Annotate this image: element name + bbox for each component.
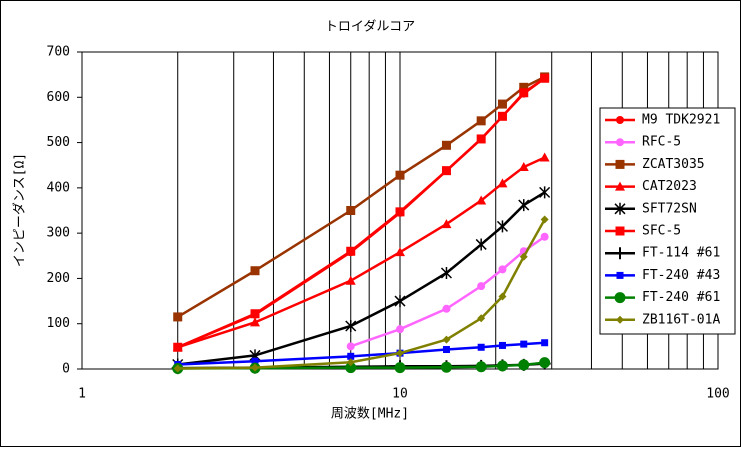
- point: [173, 364, 182, 373]
- y-tick-label: 100: [47, 316, 70, 331]
- x-axis-label: 周波数[MHz]: [331, 407, 409, 422]
- point: [394, 362, 406, 374]
- point: [496, 360, 508, 372]
- y-tick-label: 200: [47, 271, 70, 286]
- legend-marker: [616, 116, 624, 124]
- point: [394, 295, 406, 308]
- point: [250, 266, 260, 276]
- point: [346, 206, 356, 215]
- point: [441, 140, 451, 150]
- point: [540, 232, 549, 241]
- point: [496, 220, 508, 233]
- point: [520, 340, 528, 348]
- point: [540, 215, 549, 224]
- point: [441, 166, 451, 176]
- legend-marker: [616, 315, 624, 324]
- point: [251, 357, 259, 365]
- point: [395, 170, 405, 180]
- point: [497, 178, 508, 188]
- point: [347, 352, 355, 360]
- legend-marker: [614, 247, 626, 260]
- point: [440, 266, 452, 279]
- legend-label: RFC-5: [642, 135, 681, 150]
- point: [477, 282, 486, 291]
- legend-label: FT-240 #43: [642, 268, 720, 283]
- legend-label: ZB116T-01A: [642, 312, 720, 327]
- legend-marker: [614, 202, 626, 215]
- point: [395, 207, 405, 217]
- point: [345, 362, 357, 374]
- legend-label: SFT72SN: [642, 201, 697, 216]
- point: [345, 275, 356, 285]
- point: [475, 361, 487, 373]
- point: [250, 317, 261, 327]
- legend-label: M9 TDK2921: [642, 113, 720, 128]
- legend-marker: [615, 226, 625, 236]
- point: [476, 134, 486, 144]
- y-tick-label: 600: [47, 90, 70, 105]
- legend-marker: [615, 181, 625, 191]
- legend-label: FT-240 #61: [642, 290, 720, 305]
- legend-label: ZCAT3035: [642, 157, 705, 172]
- legend-label: CAT2023: [642, 179, 697, 194]
- legend-label: SFC-5: [642, 224, 681, 239]
- point: [477, 314, 486, 323]
- point: [498, 265, 507, 274]
- legend-label: FT-114 #61: [642, 246, 720, 261]
- point: [442, 304, 451, 313]
- legend-marker: [616, 138, 624, 147]
- point: [539, 186, 551, 199]
- legend-marker: [615, 159, 625, 169]
- point: [498, 341, 506, 349]
- point: [396, 349, 404, 358]
- point: [475, 238, 487, 251]
- point: [345, 319, 357, 332]
- point: [541, 339, 549, 347]
- point: [442, 346, 450, 354]
- point: [519, 82, 529, 92]
- point: [476, 195, 487, 205]
- y-axis-label: インピーダンス[Ω]: [13, 153, 28, 267]
- point: [396, 325, 404, 334]
- y-tick-label: 500: [47, 135, 70, 150]
- point: [497, 111, 507, 121]
- x-tick-label: 10: [392, 387, 408, 402]
- point: [173, 312, 183, 322]
- y-tick-label: 300: [47, 226, 70, 241]
- point: [518, 359, 530, 371]
- y-tick-label: 0: [62, 362, 70, 377]
- y-tick-label: 700: [47, 45, 70, 60]
- point: [346, 342, 355, 351]
- point: [477, 343, 485, 351]
- point: [539, 357, 551, 369]
- point: [540, 73, 550, 83]
- point: [539, 152, 550, 162]
- point: [346, 358, 355, 367]
- point: [173, 342, 183, 352]
- legend-marker: [614, 292, 626, 304]
- point: [442, 335, 451, 344]
- y-tick-label: 400: [47, 180, 70, 195]
- point: [440, 361, 452, 373]
- point: [251, 363, 260, 372]
- point: [518, 162, 529, 172]
- point: [476, 116, 486, 126]
- chart-title: トロイダルコア: [325, 20, 415, 35]
- point: [346, 246, 356, 256]
- point: [498, 292, 507, 301]
- point: [250, 309, 260, 319]
- point: [518, 199, 530, 212]
- point: [519, 88, 529, 98]
- point: [441, 219, 452, 229]
- legend-marker: [616, 271, 624, 279]
- point: [497, 99, 507, 109]
- point: [519, 252, 528, 261]
- x-tick-label: 1: [78, 387, 86, 402]
- x-tick-label: 100: [706, 387, 729, 402]
- point: [395, 247, 405, 257]
